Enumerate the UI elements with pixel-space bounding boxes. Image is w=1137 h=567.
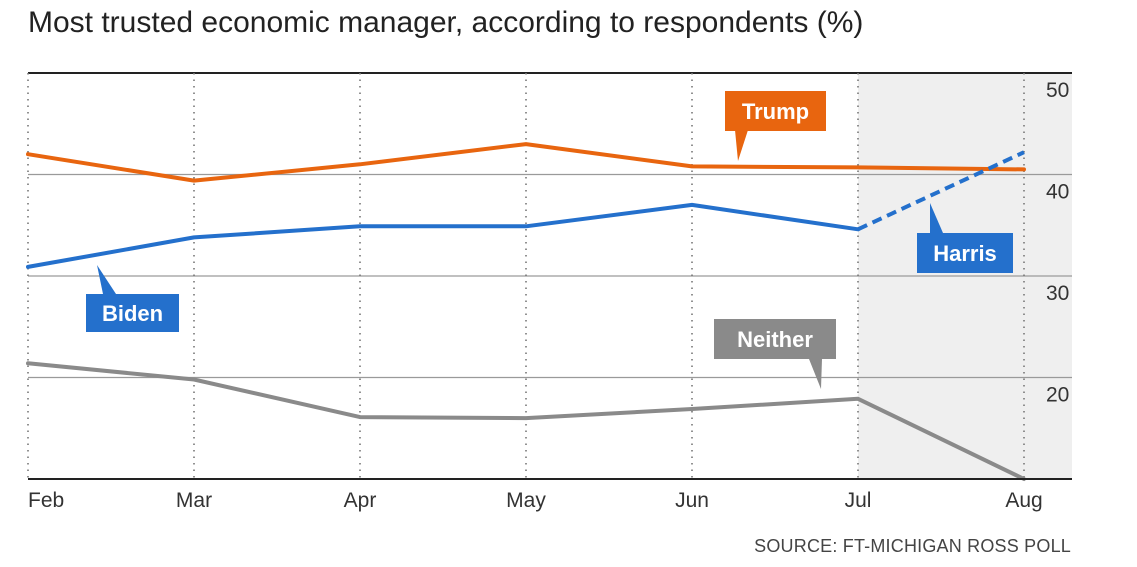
callout-box-biden	[86, 294, 179, 332]
callout-pointer-biden	[97, 265, 116, 294]
series-label-trump: Trump	[742, 99, 809, 124]
x-tick-label: Jul	[845, 489, 872, 512]
callout-box-neither	[714, 319, 836, 359]
y-tick-label: 50	[1046, 79, 1069, 102]
x-tick-label: Mar	[176, 489, 212, 512]
source-note: SOURCE: FT-MICHIGAN ROSS POLL	[754, 536, 1071, 556]
callout-pointer-trump	[735, 130, 748, 161]
y-tick-label: 40	[1046, 181, 1069, 204]
y-tick-label: 20	[1046, 384, 1069, 407]
x-tick-label: Aug	[1005, 489, 1042, 512]
series-label-layer: Trump Biden Harris Neither	[86, 91, 1013, 389]
series-line-harris	[857, 150, 1025, 232]
callout-box-harris	[917, 233, 1013, 273]
x-tick-label: Jun	[675, 489, 709, 512]
series-line-biden	[26, 202, 860, 269]
y-tick-label: 30	[1046, 282, 1069, 305]
x-tick-label: May	[506, 489, 546, 512]
x-tick-label: Apr	[344, 489, 377, 512]
callout-pointer-harris	[930, 203, 943, 233]
series-layer	[26, 142, 1026, 481]
grid-layer	[27, 72, 1072, 479]
series-label-neither: Neither	[737, 327, 813, 352]
axis-layer: 20 30 40 50 Feb Mar Apr May Jun Jul Aug	[28, 79, 1072, 512]
callout-pointer-neither	[809, 359, 822, 389]
x-tick-label: Feb	[28, 489, 64, 512]
series-label-harris: Harris	[933, 241, 997, 266]
callout-box-trump	[725, 91, 826, 131]
series-label-biden: Biden	[102, 301, 163, 326]
chart-title: Most trusted economic manager, according…	[28, 6, 864, 39]
